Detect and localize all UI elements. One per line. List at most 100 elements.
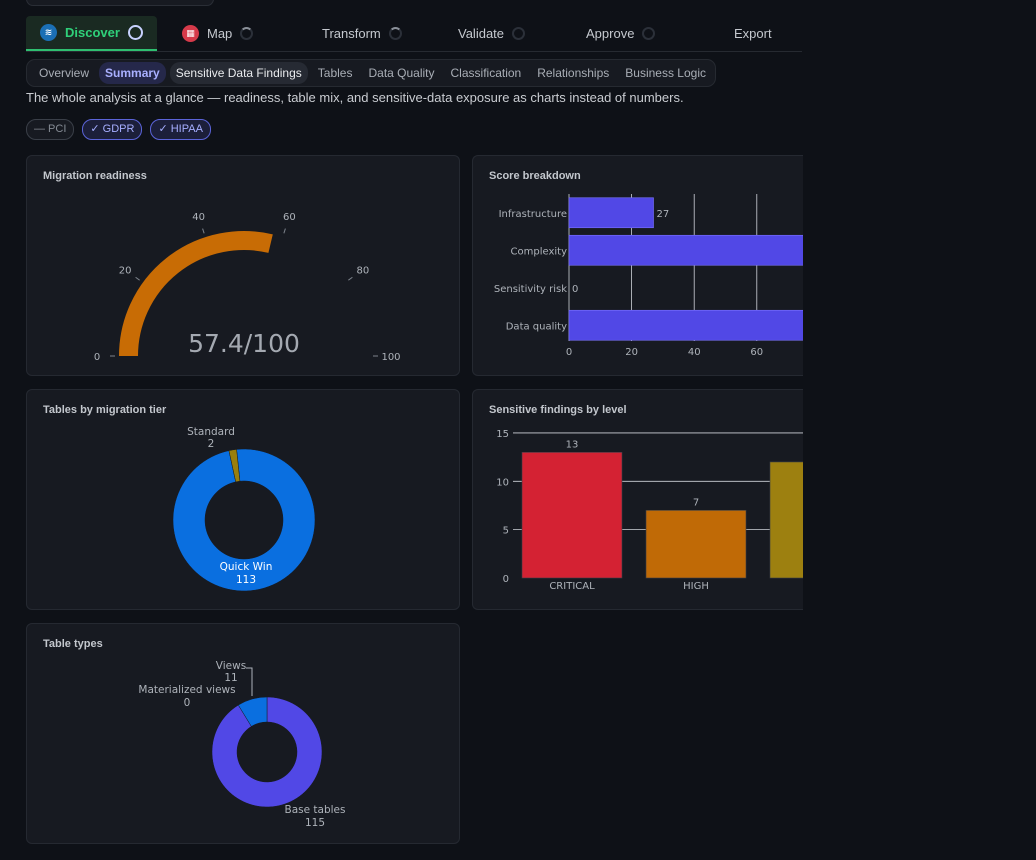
slice-label: Quick Win xyxy=(220,561,273,573)
step-label: Transform xyxy=(322,25,381,41)
bar-value-label: 7 xyxy=(693,497,699,508)
progress-ring-icon xyxy=(240,26,254,40)
x-tick-label: 40 xyxy=(688,347,701,358)
bar xyxy=(521,451,623,579)
gauge-tick-label: 80 xyxy=(357,266,370,277)
tab-classification[interactable]: Classification xyxy=(450,66,522,80)
step-transform[interactable]: Transform xyxy=(322,16,402,50)
slice-value-label: 11 xyxy=(224,672,237,684)
pipeline-steps: ≋ Discover ▦ Map Transform Validate Appr… xyxy=(26,16,802,52)
bar xyxy=(568,197,654,229)
findings-panel: 05101513CRITICAL7HIGHM Sensitive finding… xyxy=(472,389,803,610)
x-tick-label: 20 xyxy=(625,347,638,358)
x-tick-label: 60 xyxy=(750,347,763,358)
slice-value-label: 113 xyxy=(236,574,256,586)
bar xyxy=(568,309,803,341)
gauge-tick xyxy=(135,276,140,281)
y-tick-label: 5 xyxy=(503,526,509,537)
tiers-panel: Quick Win 113 Standard 2 Tables by migratio… xyxy=(26,389,460,610)
findings-bar-chart: 05101513CRITICAL7HIGHM xyxy=(496,429,803,592)
step-label: Map xyxy=(207,25,233,41)
y-tick-label: Data quality xyxy=(506,321,567,332)
bar-value-label: 27 xyxy=(657,209,670,220)
panel-title: Table types xyxy=(43,638,103,650)
pie-slice xyxy=(237,696,268,727)
step-label: Validate xyxy=(458,25,505,41)
subtab-bar: Overview Summary Sensitive Data Findings… xyxy=(26,59,716,87)
tab-relationships[interactable]: Relationships xyxy=(537,66,610,80)
y-tick-label: Infrastructure xyxy=(499,209,567,220)
gauge-tick-label: 0 xyxy=(94,352,100,363)
filter-gdpr-chip[interactable]: ✓ GDPR xyxy=(82,119,143,140)
filter-pci-chip[interactable]: — PCI xyxy=(26,119,75,140)
gauge-tick-label: 20 xyxy=(119,266,132,277)
tab-data-quality[interactable]: Data Quality xyxy=(368,66,435,80)
step-map[interactable]: ▦ Map xyxy=(182,16,254,50)
slice-label: Materialized views xyxy=(138,684,235,696)
step-discover[interactable]: ≋ Discover xyxy=(26,16,157,51)
panel-title: Migration readiness xyxy=(43,170,147,182)
slice-label: Views xyxy=(216,660,246,672)
progress-ring-icon xyxy=(512,26,526,40)
panel-title: Score breakdown xyxy=(489,170,581,182)
gauge-value-arc xyxy=(119,231,273,357)
intro-text: The whole analysis at a glance — readine… xyxy=(26,90,684,105)
bar xyxy=(568,234,803,266)
compliance-filters: — PCI ✓ GDPR ✓ HIPAA xyxy=(26,119,211,140)
y-tick-label: Sensitivity risk xyxy=(494,284,567,295)
progress-ring-icon xyxy=(642,26,656,40)
step-export[interactable]: Export xyxy=(734,16,772,50)
panel-title: Tables by migration tier xyxy=(43,404,167,416)
readiness-gauge: 0 20 40 60 80 100 57.4/100 xyxy=(94,212,401,363)
tab-summary[interactable]: Summary xyxy=(99,62,166,84)
slice-label: Standard xyxy=(187,426,235,438)
step-label: Approve xyxy=(586,25,635,41)
slice-value-label: 2 xyxy=(208,438,215,450)
y-tick-label: 15 xyxy=(496,429,509,440)
map-icon: ▦ xyxy=(182,24,199,42)
panel-title: Sensitive findings by level xyxy=(489,404,627,416)
slice-value-label: 0 xyxy=(184,697,191,709)
gauge-tick xyxy=(202,228,205,234)
x-tick-label: HIGH xyxy=(683,581,709,592)
top-toolbar-stub xyxy=(26,0,214,6)
progress-ring-icon xyxy=(388,26,402,40)
tab-business-logic[interactable]: Business Logic xyxy=(625,66,706,80)
x-tick-label: CRITICAL xyxy=(549,581,595,592)
pie-slice xyxy=(211,696,323,808)
y-tick-label: 10 xyxy=(496,477,509,488)
y-tick-label: 0 xyxy=(503,574,509,585)
gauge-tick-label: 100 xyxy=(381,352,400,363)
y-tick-label: Complexity xyxy=(511,246,568,257)
filter-hipaa-chip[interactable]: ✓ HIPAA xyxy=(150,119,211,140)
table-types-panel: Base tables 115 Views 11 Materialized views 0… xyxy=(26,623,460,844)
score-breakdown-chart: 0 20 40 60 Infrastructure 27 Complexity Sensiti… xyxy=(494,194,803,358)
step-validate[interactable]: Validate xyxy=(458,16,526,50)
step-label: Export xyxy=(734,25,772,41)
readiness-panel: 0 20 40 60 80 100 57.4/100 Migration readiness xyxy=(26,155,460,376)
slice-label: Base tables xyxy=(285,804,346,816)
tab-overview[interactable]: Overview xyxy=(39,66,90,80)
tab-tables[interactable]: Tables xyxy=(317,66,353,80)
progress-ring-icon xyxy=(127,25,143,40)
step-approve[interactable]: Approve xyxy=(586,16,656,50)
database-icon: ≋ xyxy=(40,24,57,41)
bar xyxy=(769,461,803,579)
bar xyxy=(645,510,747,579)
gauge-tick-label: 40 xyxy=(192,212,205,223)
bar-value-label: 0 xyxy=(572,284,578,295)
step-label: Discover xyxy=(65,25,120,40)
x-tick-label: 0 xyxy=(566,347,572,358)
slice-value-label: 115 xyxy=(305,817,325,829)
bar-value-label: 13 xyxy=(566,439,579,450)
gauge-tick xyxy=(283,228,286,234)
pie-slice xyxy=(172,448,316,592)
gauge-tick-label: 60 xyxy=(283,212,296,223)
gauge-value-label: 57.4/100 xyxy=(188,329,300,358)
leader-line xyxy=(246,667,253,696)
tab-sensitive-data-findings[interactable]: Sensitive Data Findings xyxy=(169,62,308,84)
score-breakdown-panel: 0 20 40 60 Infrastructure 27 Complexity Sensiti… xyxy=(472,155,803,376)
pie-slice xyxy=(228,449,241,483)
